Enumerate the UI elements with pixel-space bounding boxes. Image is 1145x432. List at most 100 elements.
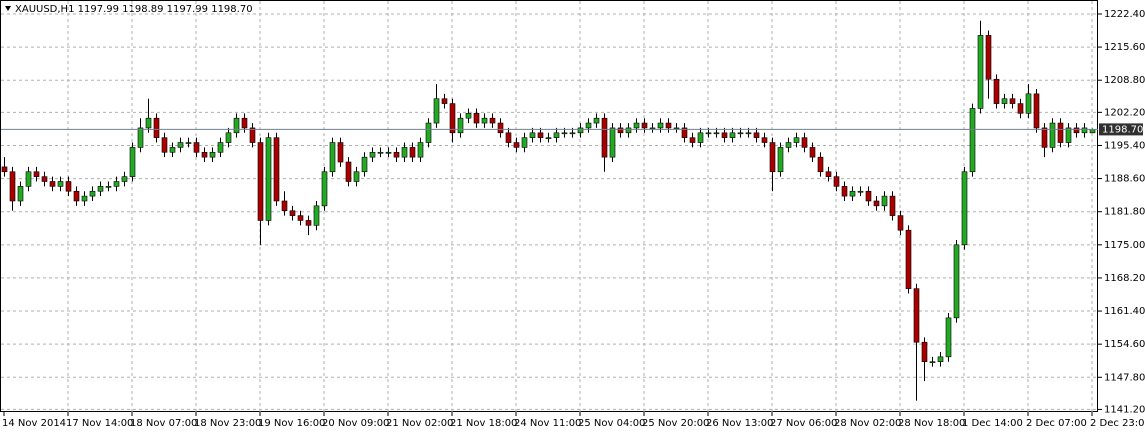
candle-body — [553, 132, 560, 138]
candle-body — [313, 205, 320, 226]
candle-body — [73, 190, 80, 202]
y-tick-label: 1141.20 — [1104, 404, 1145, 415]
candle-body — [33, 171, 40, 177]
candle-body — [585, 122, 592, 129]
candle-body — [529, 132, 536, 138]
candle-body — [337, 142, 344, 163]
candle-body — [609, 127, 616, 158]
y-tick-label: 1147.80 — [1104, 372, 1145, 383]
candle-body — [577, 127, 584, 134]
candle-body — [761, 137, 768, 143]
candle-body — [369, 151, 376, 158]
candle-body — [545, 137, 552, 139]
last-price-label: 1198.70 — [1102, 124, 1143, 135]
x-tick-label: 21 Nov 02:00 — [386, 418, 453, 429]
candle-body — [225, 132, 232, 143]
candle-body — [537, 132, 544, 138]
candle-body — [209, 151, 216, 158]
candle-body — [281, 200, 288, 212]
candle-body — [105, 186, 112, 188]
x-tick-label: 18 Nov 07:00 — [130, 418, 197, 429]
candle-body — [145, 117, 152, 129]
plot-frame — [0, 0, 1098, 412]
candle-body — [329, 142, 336, 173]
candle-body — [1017, 103, 1024, 114]
x-tick-label: 27 Nov 06:00 — [770, 418, 837, 429]
candle-body — [953, 244, 960, 319]
candle-body — [505, 132, 512, 143]
candle-body — [1009, 98, 1016, 104]
candle-body — [417, 142, 424, 158]
candle-body — [169, 147, 176, 153]
y-tick-label: 1181.80 — [1104, 207, 1145, 218]
candle-body — [817, 156, 824, 173]
candle-body — [1081, 127, 1088, 134]
candle-body — [345, 161, 352, 182]
candle-body — [81, 195, 88, 202]
candle-body — [297, 215, 304, 221]
candle-body — [937, 356, 944, 362]
x-tick-label: 1 Dec 14:00 — [962, 418, 1023, 429]
candle-body — [745, 132, 752, 135]
candle-body — [961, 171, 968, 246]
candle-body — [97, 186, 104, 192]
candle-body — [697, 132, 704, 143]
x-tick-label: 25 Nov 20:00 — [642, 418, 709, 429]
candle-body — [753, 132, 760, 138]
candle-body — [385, 151, 392, 154]
candle-body — [65, 181, 72, 192]
candle-body — [897, 215, 904, 231]
candle-body — [913, 288, 920, 343]
candle-body — [289, 210, 296, 216]
candle-body — [25, 171, 32, 187]
candle-body — [873, 200, 880, 207]
candle-body — [233, 117, 240, 134]
candle-body — [41, 176, 48, 182]
candle-body — [377, 151, 384, 154]
candle-body — [713, 132, 720, 135]
x-tick-label: 14 Nov 2014 — [2, 418, 66, 429]
candle-body — [665, 122, 672, 129]
candle-body — [689, 137, 696, 143]
x-tick-label: 24 Nov 11:00 — [514, 418, 581, 429]
candle-body — [1033, 93, 1040, 129]
candle-body — [217, 142, 224, 153]
candle-body — [729, 132, 736, 138]
candle-body — [593, 117, 600, 124]
candle-body — [721, 132, 728, 138]
y-tick-label: 1175.00 — [1104, 240, 1145, 251]
candle-body — [257, 142, 264, 221]
candle-body — [793, 137, 800, 143]
candle-body — [1049, 122, 1056, 148]
candle-body — [393, 151, 400, 158]
candle-body — [17, 186, 24, 202]
candle-body — [777, 147, 784, 173]
candle-body — [1041, 127, 1048, 148]
candle-body — [185, 142, 192, 144]
candle-body — [849, 190, 856, 197]
last-price-box — [1099, 123, 1143, 136]
candle-body — [137, 127, 144, 148]
x-tick-label: 18 Nov 23:00 — [194, 418, 261, 429]
x-tick-label: 26 Nov 13:00 — [706, 418, 773, 429]
candle-body — [977, 35, 984, 109]
candle-body — [929, 361, 936, 363]
candle-body — [825, 171, 832, 177]
candle-body — [409, 147, 416, 158]
candle-body — [737, 132, 744, 135]
candle-body — [1001, 98, 1008, 104]
candle-body — [241, 117, 248, 129]
candle-body — [489, 117, 496, 124]
candle-body — [433, 98, 440, 124]
candle-body — [441, 98, 448, 104]
candle-body — [1065, 127, 1072, 143]
candle-body — [601, 117, 608, 158]
candle-body — [129, 147, 136, 177]
candle-body — [857, 190, 864, 193]
candle-body — [641, 122, 648, 129]
candle-body — [401, 147, 408, 158]
candle-body — [49, 181, 56, 187]
candle-body — [249, 127, 256, 143]
y-tick-label: 1161.40 — [1104, 306, 1145, 317]
